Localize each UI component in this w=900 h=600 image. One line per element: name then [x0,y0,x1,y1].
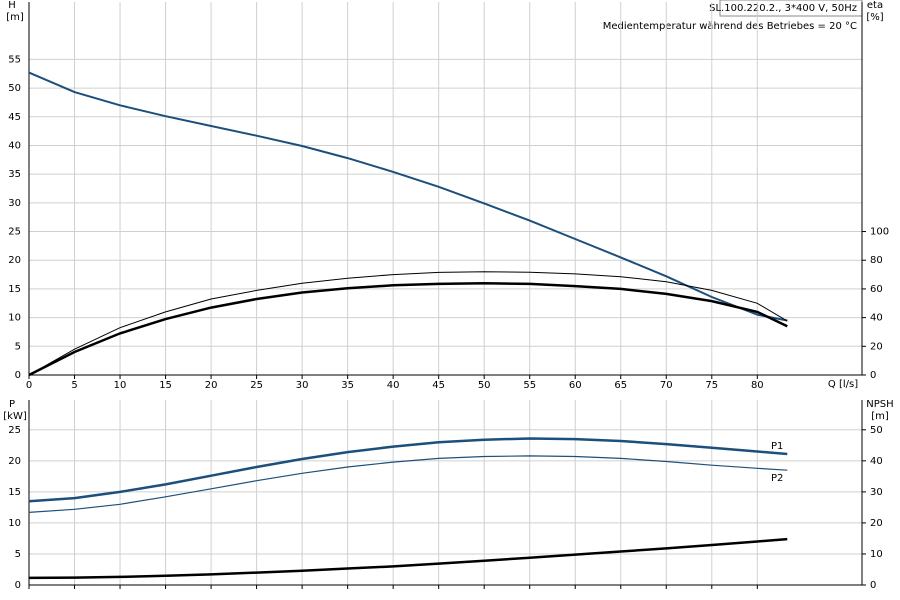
y-tick-label: 20 [8,255,21,266]
x-tick-label: 35 [341,380,354,391]
y-tick-label: 5 [15,549,21,560]
y-tick-label: 0 [15,580,21,591]
series-line [28,281,788,377]
series-label: P2 [771,473,783,484]
y-tick-label: 10 [8,518,21,529]
y2-tick-label: 40 [870,456,883,467]
y-tick-label: 5 [15,341,21,352]
y-tick-label: 40 [8,140,21,151]
y-tick-label: 15 [8,284,21,295]
y-tick-label: 20 [8,456,21,467]
y-unit: [kW] [3,411,27,422]
series-line [28,271,788,376]
x-tick-label: 75 [705,380,718,391]
x-tick-label: 40 [387,380,400,391]
y-tick-label: 10 [8,313,21,324]
y-tick-label: 0 [15,370,21,381]
y-tick-label: 15 [8,487,21,498]
y2-tick-label: 0 [870,580,876,591]
x-tick-label: 25 [250,380,263,391]
y-tick-label: 35 [8,169,21,180]
series-label: P1 [771,441,783,452]
y2-tick-label: 30 [870,487,883,498]
y2-unit: [%] [866,12,883,23]
y2-unit: [m] [871,411,889,422]
chart-title: SL.100.220.2., 3*400 V, 50Hz [709,3,857,14]
x-tick-label: 55 [523,380,536,391]
y2-label: eta [867,0,883,11]
x-tick-label: 80 [751,380,764,391]
chart-subtitle: Medientemperatur während des Betriebes =… [603,21,857,32]
x-tick-label: 30 [296,380,309,391]
y-tick-label: 45 [8,112,21,123]
x-tick-label: 10 [114,380,127,391]
x-tick-label: 70 [660,380,673,391]
x-tick-label: 60 [569,380,582,391]
series-line [28,455,788,513]
x-tick-label: 0 [26,380,32,391]
y2-tick-label: 0 [870,370,876,381]
x-label: Q [l/s] [828,379,858,390]
x-tick-label: 65 [614,380,627,391]
y-unit: [m] [6,12,24,23]
y2-tick-label: 20 [870,341,883,352]
y-tick-label: 55 [8,54,21,65]
y2-tick-label: 80 [870,255,883,266]
y-tick-label: 25 [8,425,21,436]
y-tick-label: 30 [8,198,21,209]
series-line [28,437,788,503]
y2-tick-label: 50 [870,425,883,436]
y2-tick-label: 20 [870,518,883,529]
series-line [28,537,788,580]
y2-tick-label: 10 [870,549,883,560]
y-label: H [8,0,16,11]
y2-label: NPSH [866,399,893,410]
y-label: P [9,399,15,410]
x-tick-label: 5 [71,380,77,391]
y2-tick-label: 100 [870,227,889,238]
y-tick-label: 50 [8,83,21,94]
x-tick-label: 20 [205,380,218,391]
y2-tick-label: 40 [870,313,883,324]
y2-tick-label: 60 [870,284,883,295]
x-tick-label: 45 [432,380,445,391]
y-tick-label: 25 [8,227,21,238]
series-line [28,71,788,322]
x-tick-label: 50 [478,380,491,391]
x-tick-label: 15 [159,380,172,391]
